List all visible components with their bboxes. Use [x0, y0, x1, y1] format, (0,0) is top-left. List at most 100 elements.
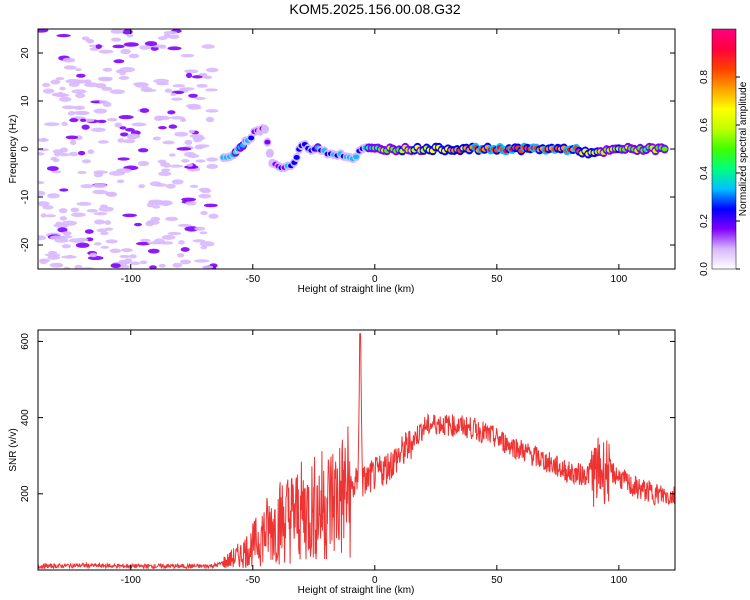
spectrogram-noise-blob [112, 44, 125, 49]
spectrogram-noise-blob [84, 229, 94, 234]
spectrogram-noise-blob [169, 153, 176, 157]
snr-x-tick-label: 100 [611, 575, 628, 586]
spectrogram-noise-blob [97, 119, 107, 124]
spectrogram-noise-blob [194, 145, 204, 150]
spectrogram-noise-blob [159, 241, 174, 245]
spectrogram-noise-blob [119, 254, 131, 259]
spectrogram-noise-blob [150, 216, 161, 222]
spectrogram-noise-blob [138, 184, 146, 189]
spectrogram-noise-blob [38, 152, 45, 156]
spectrogram-noise-blob [120, 48, 131, 55]
snr-y-axis-label: SNR (v/v) [8, 428, 19, 471]
spectrogram-noise-blob [92, 183, 107, 189]
spectrogram-noise-blob [168, 34, 180, 40]
spectrogram-ridge-cell [353, 154, 360, 160]
spectrogram-noise-blob [59, 86, 66, 91]
spectrogram-y-tick-label: 20 [20, 47, 31, 59]
spectrogram-noise-blob [76, 73, 86, 78]
spectrogram-noise-blob [178, 240, 185, 245]
spectrogram-noise-blob [206, 157, 219, 162]
spectrogram-noise-blob [44, 214, 57, 218]
snr-y-tick-label: 600 [20, 333, 31, 350]
spectrogram-noise-blob [76, 237, 89, 242]
spectrogram-y-axis-label: Frequency (Hz) [8, 115, 19, 184]
spectrogram-noise-blob [158, 125, 167, 130]
spectrogram-noise-blob [136, 241, 151, 246]
spectrogram-noise-blob [158, 171, 172, 177]
spectrogram-noise-blob [184, 139, 193, 145]
spectrogram-noise-blob [117, 179, 125, 184]
spectrogram-y-tick-label: 10 [20, 95, 31, 107]
spectrogram-noise-blob [122, 213, 138, 218]
spectrogram-noise-blob [119, 66, 135, 73]
spectrogram-noise-blob [58, 152, 70, 157]
spectrogram-noise-blob [169, 116, 185, 120]
spectrogram-x-tick-label: 100 [611, 274, 628, 285]
spectrogram-noise-blob [181, 159, 190, 163]
spectrogram-noise-blob [51, 92, 67, 97]
spectrogram-noise-blob [55, 77, 65, 81]
spectrogram-noise-blob [65, 79, 81, 84]
spectrogram-noise-blob [131, 122, 147, 127]
spectrogram-noise-blob [205, 109, 219, 113]
spectrogram-noise-blob [98, 49, 114, 54]
spectrogram-noise-blob [153, 78, 170, 84]
spectrogram-noise-blob [194, 226, 206, 231]
spectrogram-noise-blob [75, 68, 82, 72]
spectrogram-noise-blob [147, 241, 163, 245]
spectrogram-ridge-cell [261, 126, 268, 132]
spectrogram-noise-blob [201, 265, 214, 269]
spectrogram-noise-blob [205, 116, 215, 123]
spectrogram-noise-blob [188, 129, 195, 134]
spectrogram-noise-blob [81, 36, 90, 41]
spectrogram-noise-blob [201, 44, 215, 49]
spectrogram-noise-blob [93, 108, 108, 114]
spectrogram-noise-blob [71, 89, 87, 94]
spectrogram-noise-blob [47, 193, 60, 199]
colorbar-tick-label: 0.8 [699, 70, 710, 84]
spectrogram-noise-blob [44, 122, 60, 127]
spectrogram-noise-blob [93, 212, 108, 216]
spectrogram-noise-blob [77, 170, 87, 175]
spectrogram-noise-blob [76, 201, 92, 206]
spectrogram-noise-blob [177, 223, 192, 228]
spectrogram-noise-blob [92, 189, 108, 195]
spectrogram-noise-blob [97, 140, 109, 144]
spectrogram-noise-blob [39, 258, 51, 263]
spectrogram-noise-blob [180, 118, 187, 123]
spectrogram-noise-blob [38, 181, 45, 185]
spectrogram-noise-blob [98, 206, 114, 212]
spectrogram-noise-blob [139, 108, 150, 113]
spectrogram-noise-blob [61, 231, 71, 235]
spectrogram-noise-blob [100, 231, 109, 236]
spectrogram-noise-blob [67, 110, 75, 116]
spectrogram-noise-blob [104, 220, 112, 225]
spectrogram-noise-blob [189, 184, 199, 188]
spectrogram-x-tick-label: 50 [491, 274, 503, 285]
spectrogram-noise-blob [68, 151, 79, 157]
spectrogram-noise-blob [122, 138, 136, 144]
spectrogram-noise-blob [144, 41, 158, 47]
spectrogram-noise-blob [51, 170, 62, 174]
spectrogram-noise-blob [137, 160, 150, 167]
spectrogram-noise-blob [110, 263, 121, 269]
spectrogram-noise-blob [40, 213, 47, 218]
spectrogram-noise-blob [72, 111, 89, 115]
spectrogram-noise-blob [139, 45, 152, 50]
spectrogram-noise-blob [38, 190, 46, 196]
spectrogram-noise-blob [56, 34, 71, 38]
spectrogram-noise-blob [126, 133, 141, 139]
spectrogram-noise-blob [162, 140, 175, 145]
spectrogram-noise-blob [122, 29, 133, 35]
spectrogram-noise-blob [118, 76, 130, 80]
spectrogram-noise-blob [119, 126, 127, 130]
spectrogram-noise-blob [61, 105, 76, 110]
spectrogram-noise-blob [50, 156, 58, 161]
colorbar-tick-label: 0.2 [699, 214, 710, 228]
spectrogram-noise-blob [93, 171, 104, 178]
spectrogram-noise-blob [200, 210, 208, 216]
spectrogram-noise-blob [167, 231, 182, 236]
spectrogram-noise-blob [38, 235, 47, 241]
spectrogram-noise-blob [83, 118, 95, 123]
